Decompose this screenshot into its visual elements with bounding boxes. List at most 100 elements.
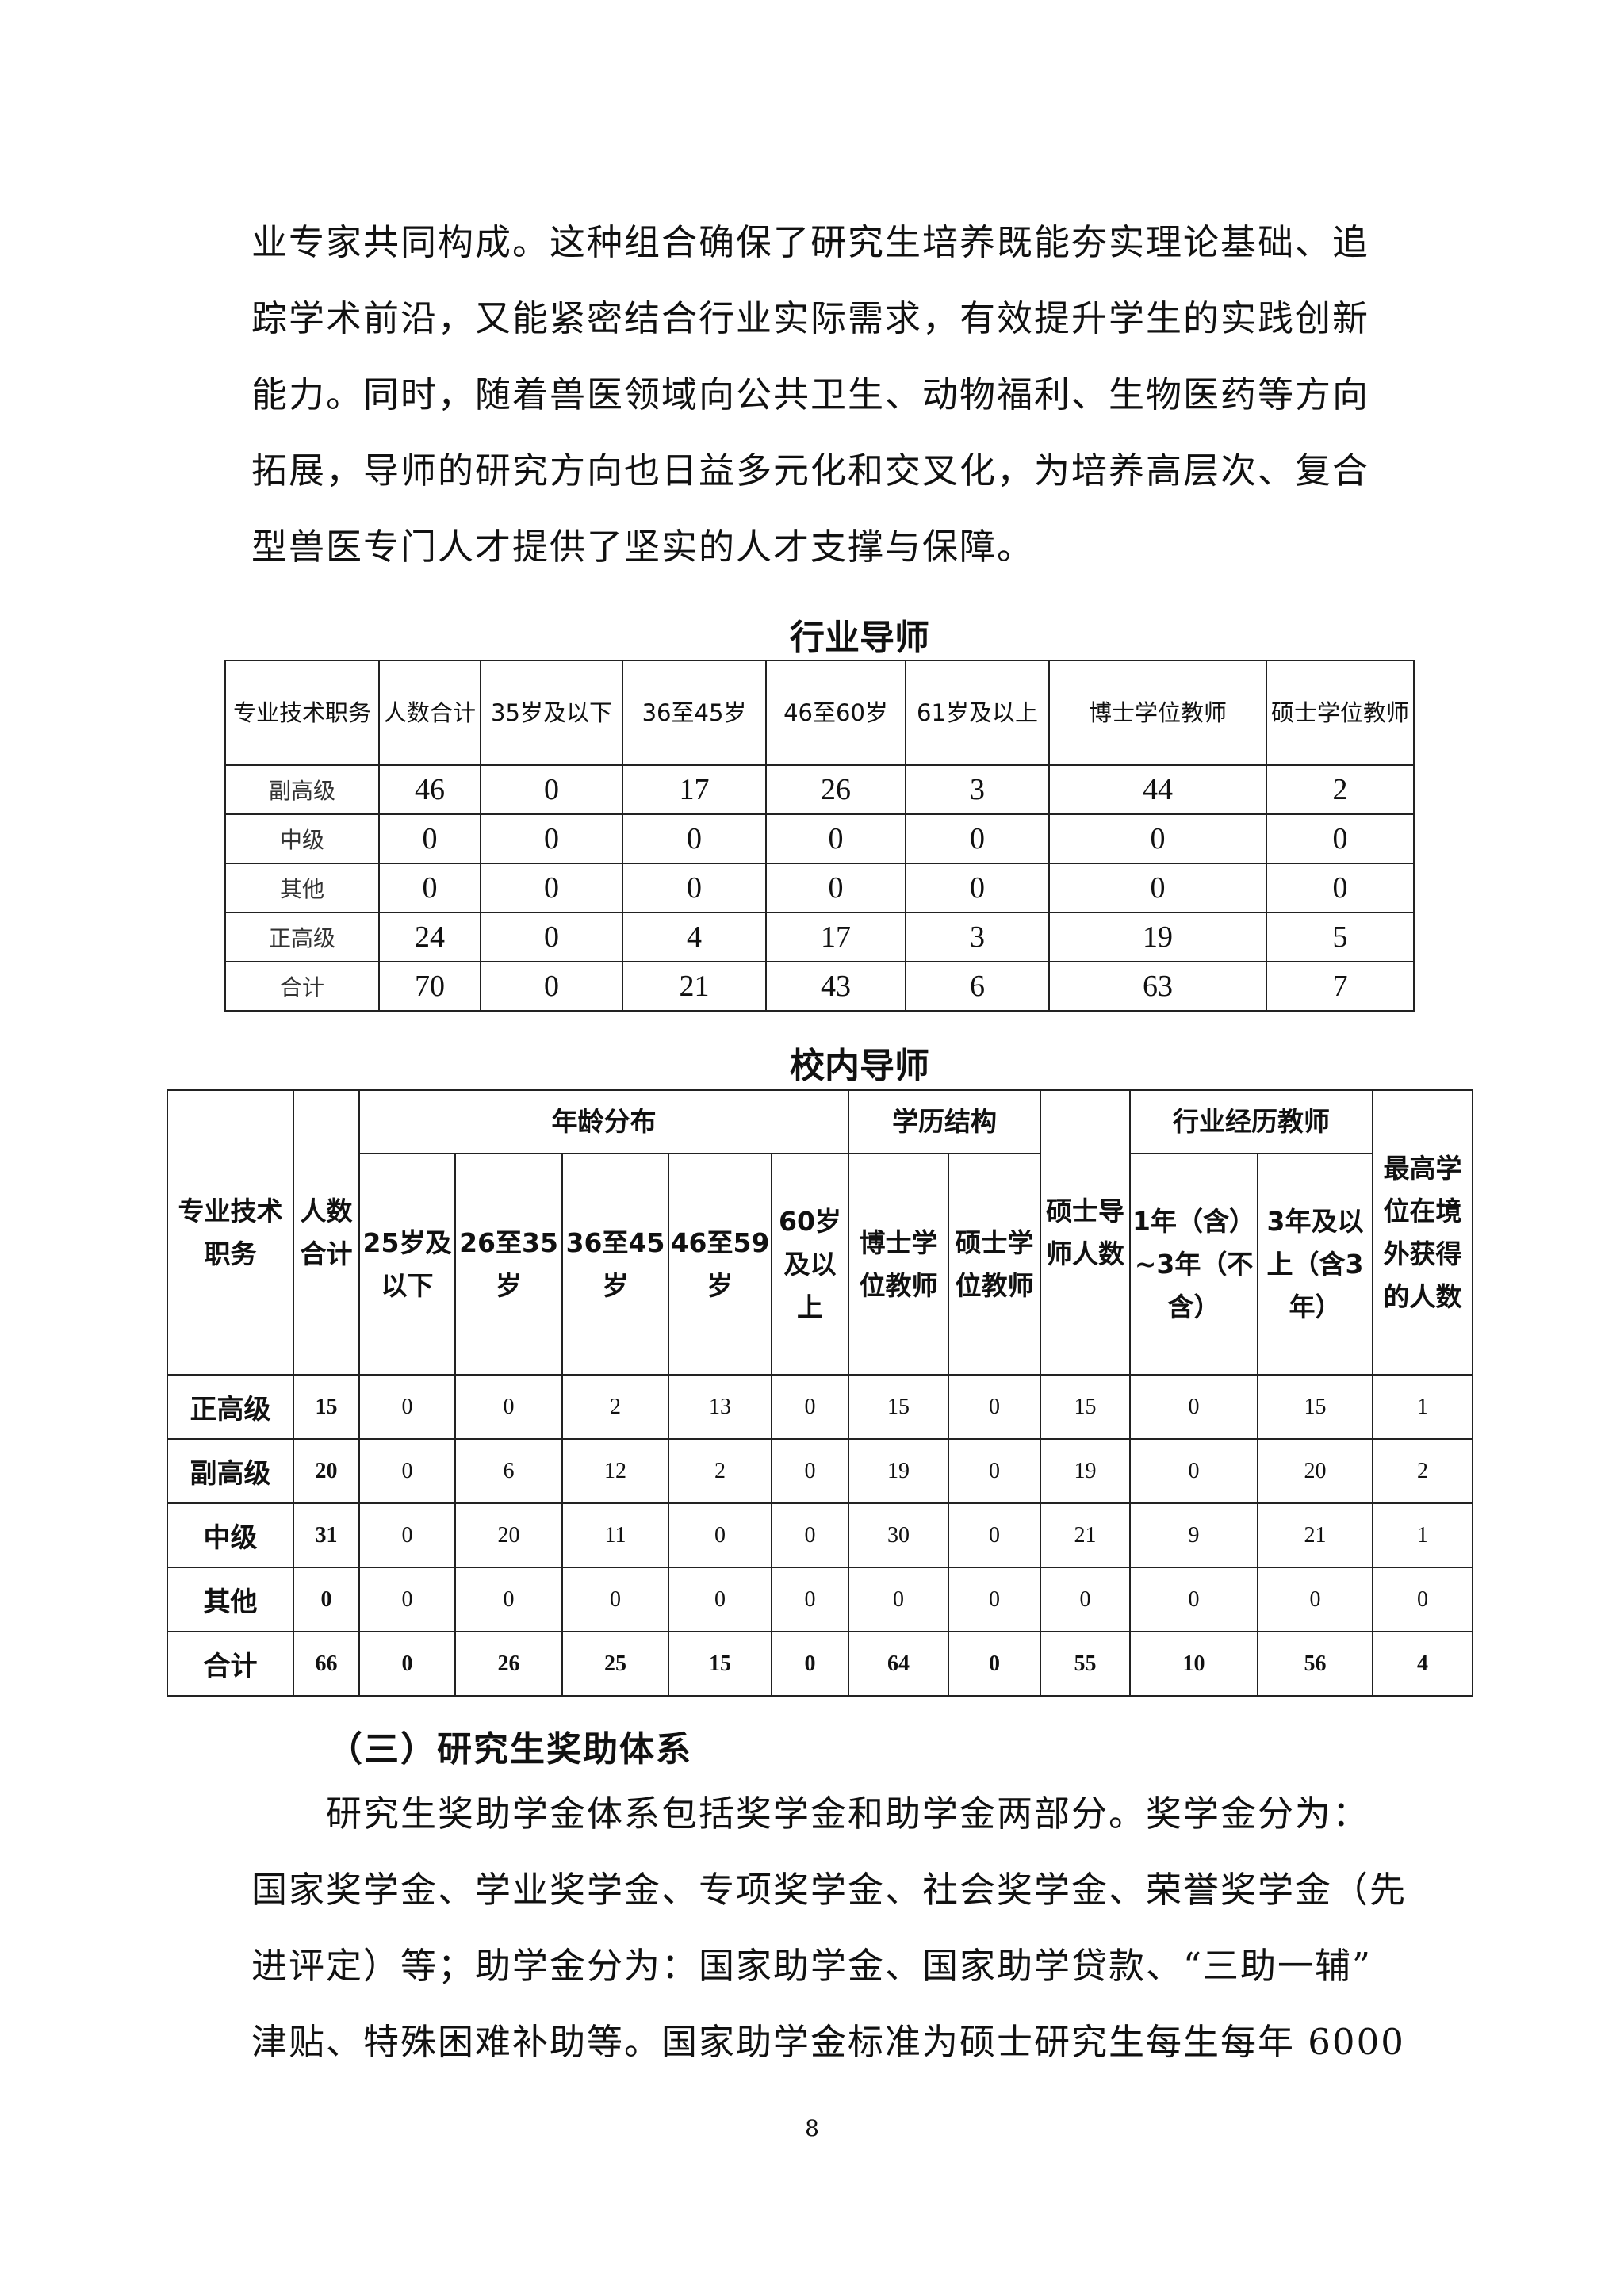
campus-mentor-table: 专业技术职务 人数合计 年龄分布 学历结构 硕士导师人数 行业经历教师 最高学位…: [167, 1089, 1474, 1697]
paragraph-mentor-composition: 业专家共同构成。这种组合确保了研究生培养既能夯实理论基础、追 踪学术前沿，又能紧…: [251, 205, 1390, 585]
table-cell: 0: [948, 1502, 1042, 1568]
column-header: 46至60岁: [765, 660, 906, 766]
table-cell: 5: [1266, 912, 1415, 962]
table-cell: 9: [1129, 1502, 1259, 1568]
table-cell: 15: [1257, 1374, 1374, 1440]
table-cell: 1: [1372, 1374, 1474, 1440]
table-cell: 15: [848, 1374, 950, 1440]
column-header: 36至45岁: [622, 660, 767, 766]
table-cell: 20: [1257, 1438, 1374, 1504]
column-header: 35岁及以下: [480, 660, 623, 766]
table-row: 合计 66 0 26 25 15 0 64 0 55 10 56 4: [167, 1631, 1474, 1697]
table-cell: 0: [561, 1567, 669, 1632]
table-cell: 20: [454, 1502, 563, 1568]
table-cell: 0: [770, 1374, 850, 1440]
table-cell: 0: [765, 813, 906, 864]
table-cell: 0: [1372, 1567, 1474, 1632]
table-cell: 0: [1048, 863, 1267, 913]
table-cell: 2: [668, 1438, 772, 1504]
column-header: 硕士学位教师: [948, 1153, 1042, 1376]
header-overseas-degree: 最高学位在境外获得的人数: [1372, 1089, 1474, 1376]
row-label: 副高级: [167, 1438, 294, 1504]
table-cell: 6: [905, 961, 1050, 1012]
table-cell: 13: [668, 1374, 772, 1440]
table-cell: 56: [1257, 1631, 1374, 1697]
table-cell: 0: [770, 1567, 850, 1632]
table-row: 副高级 20 0 6 12 2 0 19 0 19 0 20 2: [167, 1438, 1474, 1504]
row-label: 正高级: [167, 1374, 294, 1440]
table-cell: 20: [293, 1438, 360, 1504]
column-header: 26至35岁: [454, 1153, 563, 1376]
table-cell: 15: [1040, 1374, 1132, 1440]
table-cell: 63: [1048, 961, 1267, 1012]
table-cell: 4: [1372, 1631, 1474, 1697]
table-cell: 0: [905, 813, 1050, 864]
column-header: 博士学位教师: [848, 1153, 950, 1376]
table-cell: 0: [358, 1567, 456, 1632]
row-label: 其他: [167, 1567, 294, 1632]
table-cell: 0: [480, 961, 623, 1012]
table1-title: 行业导师: [790, 618, 929, 658]
column-header: 博士学位教师: [1048, 660, 1267, 766]
table-cell: 19: [1040, 1438, 1132, 1504]
table-cell: 31: [293, 1502, 360, 1568]
page-number: 8: [805, 2115, 819, 2141]
table-cell: 24: [378, 912, 481, 962]
table-cell: 0: [948, 1567, 1042, 1632]
table-cell: 2: [1372, 1438, 1474, 1504]
table2-title: 校内导师: [790, 1046, 929, 1086]
table-cell: 46: [378, 764, 481, 815]
table-cell: 15: [668, 1631, 772, 1697]
table-cell: 2: [561, 1374, 669, 1440]
row-label: 副高级: [224, 764, 380, 815]
table-cell: 4: [622, 912, 767, 962]
table-cell: 0: [1129, 1438, 1259, 1504]
paragraph-scholarship: 研究生奖助学金体系包括奖学金和助学金两部分。奖学金分为： 国家奖学金、学业奖学金…: [251, 1776, 1408, 2080]
column-header: 36至45岁: [561, 1153, 669, 1376]
table-cell: 0: [358, 1438, 456, 1504]
column-header: 25岁及以下: [358, 1153, 456, 1376]
table-cell: 0: [454, 1374, 563, 1440]
section-heading: （三）研究生奖助体系: [327, 1729, 692, 1770]
table-cell: 25: [561, 1631, 669, 1697]
table-row: 中级 0 0 0 0 0 0 0: [224, 813, 1415, 864]
table-row: 其他 0 0 0 0 0 0 0 0 0 0 0 0: [167, 1567, 1474, 1632]
table-row: 合计 70 0 21 43 6 63 7: [224, 961, 1415, 1012]
table-cell: 0: [480, 863, 623, 913]
table-cell: 0: [668, 1502, 772, 1568]
text-line: 国家奖学金、学业奖学金、专项奖学金、社会奖学金、荣誉奖学金（先: [251, 1869, 1408, 1911]
table-cell: 19: [1048, 912, 1267, 962]
table-cell: 17: [622, 764, 767, 815]
row-label: 合计: [167, 1631, 294, 1697]
table-row: 正高级 24 0 4 17 3 19 5: [224, 912, 1415, 962]
table-cell: 0: [848, 1567, 950, 1632]
column-header: 46至59岁: [668, 1153, 772, 1376]
column-header: 硕士学位教师: [1266, 660, 1415, 766]
text-line: 踪学术前沿，又能紧密结合行业实际需求，有效提升学生的实践创新: [251, 297, 1370, 339]
table-cell: 0: [622, 863, 767, 913]
row-label: 中级: [167, 1502, 294, 1568]
text-line: 业专家共同构成。这种组合确保了研究生培养既能夯实理论基础、追: [251, 221, 1370, 263]
table-cell: 0: [905, 863, 1050, 913]
header-age-distribution: 年龄分布: [358, 1089, 850, 1154]
table-cell: 15: [293, 1374, 360, 1440]
table-cell: 21: [622, 961, 767, 1012]
column-header: 1年（含）~3年（不含）: [1129, 1153, 1259, 1376]
table-cell: 0: [948, 1374, 1042, 1440]
column-header: 61岁及以上: [905, 660, 1050, 766]
column-header: 60岁及以上: [770, 1153, 850, 1376]
table-cell: 26: [765, 764, 906, 815]
table-cell: 0: [480, 912, 623, 962]
table-cell: 0: [1266, 863, 1415, 913]
text-line: 研究生奖助学金体系包括奖学金和助学金两部分。奖学金分为：: [326, 1793, 1370, 1835]
header-total: 人数合计: [293, 1089, 360, 1376]
table-cell: 1: [1372, 1502, 1474, 1568]
table-row: 正高级 15 0 0 2 13 0 15 0 15 0 15 1: [167, 1374, 1474, 1440]
industry-mentor-table: 专业技术职务 人数合计 35岁及以下 36至45岁 46至60岁 61岁及以上 博士学位教师…: [224, 660, 1415, 1012]
table-cell: 6: [454, 1438, 563, 1504]
table-cell: 0: [948, 1438, 1042, 1504]
table-row: 其他 0 0 0 0 0 0 0: [224, 863, 1415, 913]
column-header: 3年及以上（含3年）: [1257, 1153, 1374, 1376]
table-cell: 0: [378, 813, 481, 864]
table-cell: 0: [765, 863, 906, 913]
